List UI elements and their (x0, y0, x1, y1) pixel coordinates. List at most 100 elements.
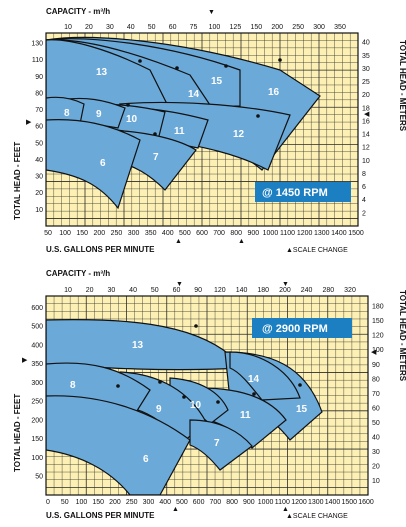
scale-change-note: ▲SCALE CHANGE (286, 513, 348, 520)
bottom-tick-label: 200 (93, 230, 105, 237)
top-tick-label: 300 (313, 24, 325, 31)
bottom-tick-label: 1200 (297, 230, 313, 237)
left-tick-label: 400 (31, 342, 43, 349)
top-tick-label: 50 (151, 287, 159, 294)
top-tick-label: 20 (85, 24, 93, 31)
zone-6-shape (46, 395, 191, 495)
zones (46, 36, 321, 210)
bottom-tick-label: 1200 (291, 499, 307, 506)
left-tick-label: 350 (31, 361, 43, 368)
bottom-marker-arrow: ▲ (238, 238, 245, 245)
zone-label: 7 (214, 438, 220, 449)
bottom-tick-label: 400 (162, 230, 174, 237)
left-tick-label: 100 (31, 455, 43, 462)
zone-label: 6 (100, 158, 106, 169)
top-tick-label: 100 (209, 24, 221, 31)
bottom-tick-label: 150 (76, 230, 88, 237)
right-tick-label: 16 (362, 118, 370, 125)
bottom-tick-label: 1400 (331, 230, 347, 237)
bottom-tick-label: 1000 (263, 230, 279, 237)
bottom-tick-label: 1500 (348, 230, 364, 237)
zone-label: 13 (132, 340, 144, 351)
zone-label: 15 (296, 404, 308, 415)
scale-change-note: ▲SCALE CHANGE (286, 247, 348, 254)
left-tick-label: 90 (35, 74, 43, 81)
right-marker-arrow: ◀ (364, 111, 370, 118)
left-tick-label: 80 (35, 90, 43, 97)
zone-label: 14 (248, 374, 260, 385)
zone-label: 10 (126, 114, 138, 125)
right-tick-label: 60 (372, 405, 380, 412)
top-tick-label: 30 (107, 287, 115, 294)
zone-label: 9 (156, 404, 162, 415)
left-tick-label: 60 (35, 124, 43, 131)
bottom-tick-label: 300 (143, 499, 155, 506)
bottom-axis-label: U.S. GALLONS PER MINUTE (46, 511, 155, 520)
bottom-tick-label: 600 (196, 230, 208, 237)
top-tick-label: 125 (230, 24, 242, 31)
curve-point (153, 132, 157, 136)
right-tick-label: 20 (362, 92, 370, 99)
left-marker-arrow: ▶ (26, 119, 32, 126)
right-tick-label: 30 (372, 449, 380, 456)
top-tick-label: 60 (169, 24, 177, 31)
left-tick-label: 600 (31, 305, 43, 312)
bottom-tick-label: 1400 (325, 499, 341, 506)
bottom-tick-label: 1500 (341, 499, 357, 506)
left-tick-label: 50 (35, 140, 43, 147)
right-tick-label: 25 (362, 79, 370, 86)
right-tick-label: 18 (362, 105, 370, 112)
right-tick-label: 150 (372, 318, 384, 325)
left-tick-label: 50 (35, 474, 43, 481)
right-axis-label: TOTAL HEAD - METERS (398, 40, 406, 132)
bottom-axis-ticks: 0 50 100 150 200 250 300 400 500 600 700 800 900 1000… (46, 499, 374, 506)
curve-point (182, 395, 186, 399)
bottom-tick-label: 700 (213, 230, 225, 237)
zone-label: 8 (70, 380, 76, 391)
bottom-tick-label: 300 (128, 230, 140, 237)
left-tick-label: 130 (31, 40, 43, 47)
zone-label: 13 (96, 67, 108, 78)
bottom-tick-label: 250 (111, 230, 123, 237)
bottom-tick-label: 1100 (275, 499, 290, 506)
bottom-tick-label: 900 (247, 230, 259, 237)
right-tick-label: 10 (362, 158, 370, 165)
curve-point (138, 59, 142, 63)
top-tick-label: 240 (301, 287, 313, 294)
top-tick-label: 320 (344, 287, 356, 294)
top-tick-label: 120 (214, 287, 226, 294)
bottom-axis-ticks: 50 100 150 200 250 300 350 400 500 600 700 800 900 10… (44, 230, 364, 237)
zone-label: 11 (174, 126, 185, 137)
left-tick-label: 250 (31, 399, 43, 406)
right-tick-label: 8 (362, 171, 366, 178)
bottom-tick-label: 500 (179, 230, 191, 237)
top-tick-label: 20 (86, 287, 94, 294)
left-marker-arrow: ▶ (22, 357, 28, 364)
left-tick-label: 200 (31, 417, 43, 424)
bottom-tick-label: 800 (226, 499, 238, 506)
top-tick-label: 250 (292, 24, 304, 31)
right-tick-label: 180 (372, 304, 384, 311)
curve-point (224, 64, 228, 68)
bottom-tick-label: 50 (61, 499, 69, 506)
bottom-tick-label: 150 (92, 499, 104, 506)
right-tick-label: 100 (372, 347, 384, 354)
right-tick-label: 50 (372, 420, 380, 427)
zone-label: 7 (153, 152, 159, 163)
right-tick-label: 70 (372, 391, 380, 398)
bottom-tick-label: 800 (230, 230, 242, 237)
zone-label: 10 (190, 400, 202, 411)
right-tick-label: 12 (362, 145, 370, 152)
bottom-tick-label: 0 (46, 499, 50, 506)
right-tick-label: 80 (372, 376, 380, 383)
right-marker-arrow: ◀ (371, 349, 377, 356)
plot-frame (45, 32, 359, 227)
zone-label: 16 (268, 87, 280, 98)
right-tick-label: 6 (362, 184, 366, 191)
top-tick-label: 200 (271, 24, 283, 31)
top-axis-label: CAPACITY - m³/h (46, 269, 110, 278)
zone-label: 11 (240, 410, 251, 421)
curve-point (278, 58, 282, 62)
curve-point (216, 400, 220, 404)
left-tick-label: 300 (31, 380, 43, 387)
